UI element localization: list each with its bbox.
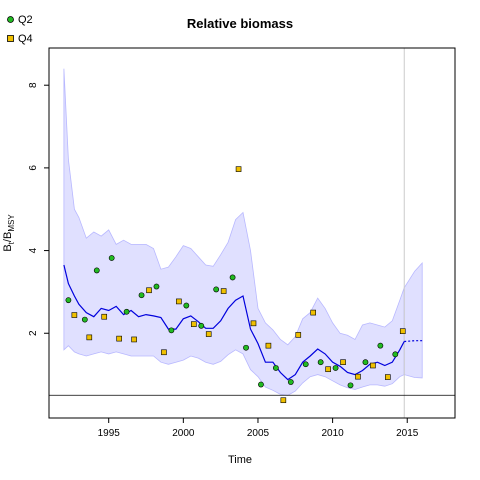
point-q2 (347, 382, 354, 389)
q2-circle-marker-icon (7, 16, 14, 23)
point-q2 (123, 308, 130, 315)
point-q4 (161, 349, 167, 356)
point-q4 (340, 359, 346, 365)
point-q2 (65, 297, 72, 304)
point-q2 (377, 342, 384, 349)
y-axis-label: Bt/BMSY (2, 214, 17, 252)
point-q4 (355, 373, 361, 380)
y-tick-label: 4 (28, 247, 39, 253)
point-q4 (295, 332, 302, 338)
point-q2 (93, 267, 100, 274)
point-q4 (205, 331, 212, 337)
y-tick-label: 8 (28, 82, 39, 88)
point-q2 (213, 286, 220, 293)
chart-title: Relative biomass (186, 16, 294, 31)
point-q4 (71, 312, 78, 318)
point-q2 (153, 283, 160, 290)
point-q2 (287, 379, 294, 385)
point-q2 (258, 381, 264, 388)
point-q2 (392, 351, 399, 358)
point-q2 (138, 292, 145, 299)
q4-square-marker-icon (7, 35, 14, 42)
plot-frame (48, 47, 456, 419)
point-q2 (272, 365, 279, 371)
biomass-estimate-line (63, 264, 405, 381)
point-q4 (220, 288, 227, 294)
y-tick-label: 6 (28, 165, 39, 171)
point-q4 (146, 287, 152, 294)
legend-label-q2: Q2 (18, 13, 33, 26)
legend: Q2 Q4 (6, 10, 33, 48)
legend-item-q4: Q4 (6, 29, 33, 48)
point-q2 (81, 316, 88, 323)
point-q4 (86, 334, 93, 341)
point-q4 (385, 374, 391, 380)
x-tick-label: 2010 (321, 428, 344, 439)
point-q2 (198, 322, 205, 329)
legend-label-q4: Q4 (18, 32, 33, 45)
point-q2 (168, 327, 175, 334)
point-q2 (183, 302, 190, 309)
confidence-band (63, 68, 405, 396)
point-q4 (325, 366, 331, 373)
point-q2 (108, 255, 115, 261)
x-axis-label: Time (227, 454, 253, 466)
x-tick-label: 1995 (98, 428, 121, 439)
x-tick-label: 2005 (247, 428, 270, 439)
point-q2 (317, 359, 324, 366)
forecast-confidence-band (403, 261, 423, 379)
y-tick-label: 2 (28, 330, 39, 336)
point-q2 (302, 361, 309, 368)
x-tick-label: 2015 (396, 428, 419, 439)
point-q2 (229, 274, 236, 281)
point-q4 (176, 298, 182, 305)
point-q2 (332, 365, 339, 371)
point-q4 (370, 362, 376, 369)
point-q4 (101, 313, 108, 320)
legend-item-q2: Q2 (6, 10, 33, 29)
point-q4 (280, 397, 287, 404)
point-q4 (190, 321, 197, 327)
point-q4 (235, 166, 242, 172)
point-q4 (310, 309, 316, 316)
point-q4 (399, 328, 406, 334)
point-q4 (265, 342, 272, 349)
point-q2 (362, 359, 369, 366)
point-q2 (243, 344, 249, 351)
x-tick-label: 2000 (172, 428, 195, 439)
point-q4 (131, 336, 137, 343)
point-q4 (116, 335, 122, 342)
point-q4 (250, 320, 257, 327)
